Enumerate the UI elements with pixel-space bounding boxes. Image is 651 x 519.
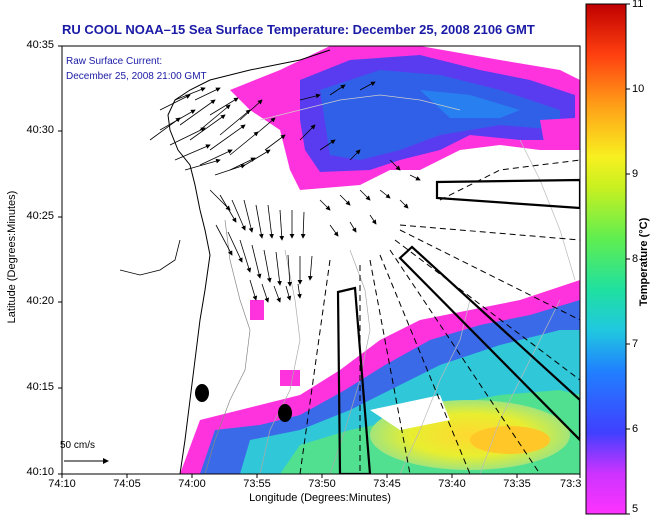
x-tick-label: 73:40 (438, 478, 466, 490)
x-tick-label: 74:05 (113, 478, 141, 490)
x-tick-label: 73:55 (243, 478, 271, 490)
x-tick-label: 73:3 (560, 478, 582, 490)
y-axis-label: Latitude (Degrees:Minutes) (6, 190, 18, 324)
transect-east (435, 178, 580, 210)
plot-frame (61, 45, 581, 475)
x-axis-label: Longitude (Degrees:Minutes) (249, 492, 391, 504)
station-marker-1 (195, 384, 209, 402)
sst-field (180, 46, 580, 474)
map-title: RU COOL NOAA–15 Sea Surface Temperature:… (62, 22, 535, 37)
y-tick-label: 40:10 (26, 466, 54, 478)
x-tick-label: 74:10 (48, 478, 76, 490)
axis-ticks (58, 45, 581, 478)
x-tick-label: 73:50 (308, 478, 336, 490)
colorbar-tick-label: 8 (632, 253, 639, 265)
y-tick-label: 40:25 (26, 210, 54, 222)
x-tick-label: 73:45 (373, 478, 401, 490)
colorbar-tick-label: 5 (632, 503, 639, 515)
colorbar-tick-label: 11 (632, 0, 644, 10)
scale-bar-label: 50 cm/s (60, 440, 96, 451)
current-vectors (149, 81, 421, 303)
transect-southeast (398, 245, 580, 442)
y-tick-label: 40:30 (26, 124, 54, 136)
x-tick-label: 73:35 (503, 478, 531, 490)
x-tick-label: 74:00 (178, 478, 206, 490)
colorbar (585, 3, 627, 515)
station-marker-2 (278, 404, 292, 422)
transect-south (336, 286, 372, 474)
annotation-line-1: Raw Surface Current: (66, 56, 163, 67)
y-tick-label: 40:20 (26, 295, 54, 307)
colorbar-ticks (626, 3, 630, 515)
colorbar-tick-label: 10 (632, 83, 645, 95)
colorbar-label: Temperature (°C) (638, 217, 650, 307)
y-tick-label: 40:35 (26, 39, 54, 51)
y-tick-label: 40:15 (26, 381, 54, 393)
colorbar-tick-label: 7 (632, 338, 639, 350)
colorbar-tick-label: 9 (632, 168, 639, 180)
transect-polygons (336, 178, 580, 474)
colorbar-tick-label: 6 (632, 423, 639, 435)
annotation-line-2: December 25, 2008 21:00 GMT (66, 71, 207, 82)
radar-range-lines (299, 159, 580, 474)
